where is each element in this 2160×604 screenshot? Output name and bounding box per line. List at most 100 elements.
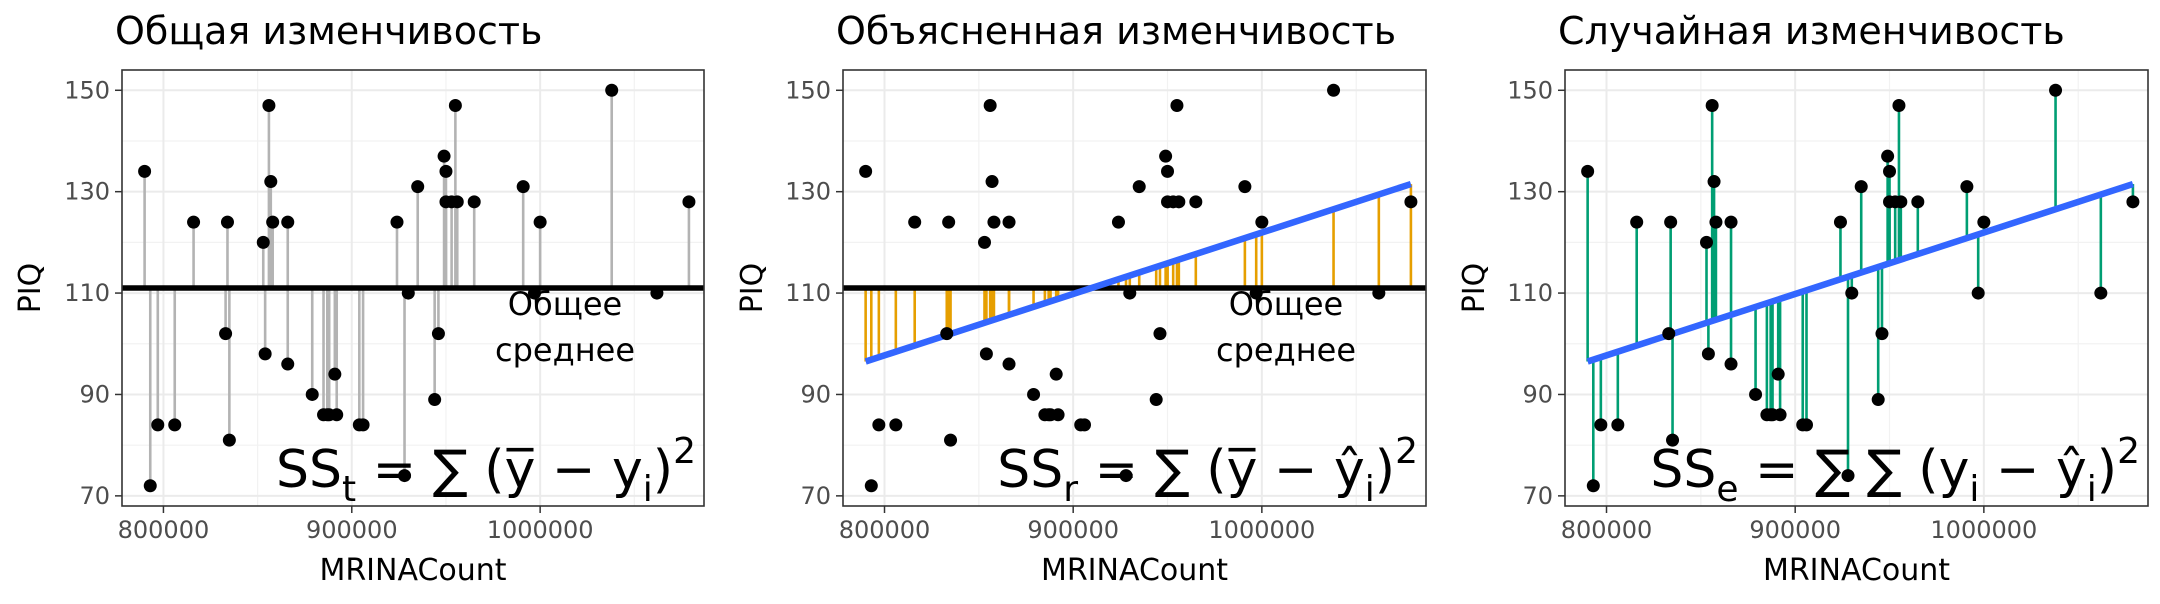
regression-line [864,180,1412,365]
data-point [1189,195,1203,209]
data-point [1800,418,1814,432]
data-point [1892,98,1906,112]
data-point [1724,357,1738,371]
data-point [1153,327,1167,341]
data-point [1161,164,1175,178]
data-point [1149,393,1163,407]
data-point [256,235,270,249]
mean-annotation-line2: среднее [1216,331,1356,369]
data-point [390,215,404,229]
data-point [1051,408,1065,422]
data-point [872,418,886,432]
data-point [1833,215,1847,229]
data-point [1611,418,1625,432]
data-point [439,164,453,178]
y-tick-label: 70 [800,482,831,510]
formula-term-b-subscript: i [2087,469,2097,510]
formula-close-paren: ) [2097,440,2117,500]
data-point [944,433,958,447]
data-point [187,215,201,229]
formula-power: 2 [1395,431,1418,472]
data-point [533,215,547,229]
data-point [398,469,412,483]
data-point [1960,180,1974,194]
y-tick-label: 90 [800,380,831,408]
data-point [985,175,999,189]
data-point [448,98,462,112]
formula-close-paren: ) [1375,440,1395,500]
x-tick-label: 800000 [118,516,210,544]
data-point [305,387,319,401]
panel-title: Случайная изменчивость [1558,9,2065,53]
data-point [450,195,464,209]
data-point [1159,149,1173,163]
panel-border [842,69,1427,507]
data-point [940,327,954,341]
data-point [222,433,236,447]
formula-sum: = ∑ ( [356,440,504,500]
sum-of-squares-formula: SSr = ∑ (y̅ − ŷi)2 [997,431,1418,510]
data-point [1327,83,1341,97]
data-point [1971,286,1985,300]
data-point [151,418,165,432]
data-point [1666,433,1680,447]
data-point [979,347,993,361]
data-point [682,195,696,209]
data-point [1027,387,1041,401]
formula-power: 2 [673,431,696,472]
data-point [1911,195,1925,209]
formula-term-a: y̅ [505,440,536,500]
data-point [2049,83,2063,97]
data-point [431,327,445,341]
y-tick-label: 150 [1507,76,1553,104]
sum-of-squares-formula: SSt = ∑ (y̅ − yi)2 [276,431,696,510]
data-point [1002,357,1016,371]
data-point [1172,195,1186,209]
data-point [1111,215,1125,229]
data-point [1255,215,1269,229]
data-point [219,327,233,341]
data-point [281,215,295,229]
data-point [1771,367,1785,381]
data-point [1724,215,1738,229]
data-point [1049,367,1063,381]
data-point [1630,215,1644,229]
data-point [1845,286,1859,300]
data-point [1123,286,1137,300]
x-axis-title: MRINACount [319,553,506,588]
panel-title: Общая изменчивость [115,9,542,53]
formula-term-b: ŷ [2056,440,2087,500]
mean-annotation-line2: среднее [495,331,635,369]
data-point [330,408,344,422]
data-point [1709,215,1723,229]
data-point [328,367,342,381]
y-tick-label: 130 [785,178,831,206]
x-tick-label: 900000 [1749,516,1841,544]
data-point [220,215,234,229]
data-point [168,418,182,432]
y-tick-label: 110 [64,279,110,307]
panel-border [1564,69,2149,507]
data-point [138,164,152,178]
y-tick-label: 150 [785,76,831,104]
data-point [1875,327,1889,341]
data-point [266,215,280,229]
data-point [1664,215,1678,229]
data-point [1404,195,1418,209]
data-point [1170,98,1184,112]
panel-border [121,69,705,507]
data-point [987,215,1001,229]
data-point [2094,286,2108,300]
y-tick-label: 110 [1507,279,1553,307]
formula-lhs: SS [997,440,1063,500]
formula-term-b: ŷ [1334,440,1365,500]
data-point [1662,327,1676,341]
formula-term-a: y̅ [1227,440,1258,500]
data-point [1977,215,1991,229]
x-tick-label: 800000 [839,516,931,544]
data-point [1705,98,1719,112]
panel-explained-variation: Объясненная изменчивость 800000 900000 1000… [735,9,1427,588]
data-point [1700,235,1714,249]
data-point [942,215,956,229]
data-point [1581,164,1595,178]
